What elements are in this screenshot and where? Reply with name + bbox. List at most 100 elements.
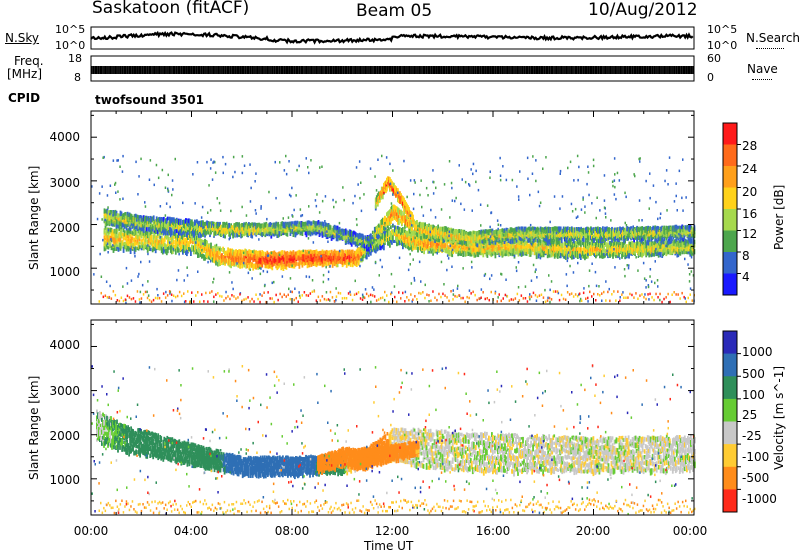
power-cell (193, 231, 195, 238)
power-cell (398, 208, 400, 216)
power-cell (252, 222, 255, 228)
power-cell (130, 245, 133, 250)
power-cell (141, 222, 144, 228)
power-cell (587, 235, 589, 243)
power-cell (168, 230, 171, 236)
power-cell (455, 240, 458, 244)
power-cell (207, 251, 209, 258)
power-cell (553, 233, 556, 238)
power-cell (534, 248, 537, 255)
power-cell (474, 233, 477, 241)
power-cell (295, 251, 298, 256)
power-cell (155, 216, 158, 222)
power-cell (280, 230, 283, 236)
power-cell (301, 261, 304, 268)
power-cell (306, 262, 309, 269)
power-cell (170, 222, 173, 227)
power-cell (117, 218, 120, 225)
power-cell (133, 217, 136, 225)
power-cell (250, 262, 253, 268)
power-cell (103, 208, 106, 214)
power-cell (146, 231, 149, 239)
power-cell (341, 249, 344, 255)
power-cell (252, 254, 255, 258)
power-cell (445, 247, 448, 254)
power-cell (539, 226, 542, 232)
power-cell (245, 229, 248, 233)
power-cell (156, 224, 159, 230)
power-cell (472, 251, 475, 257)
power-cell (117, 233, 120, 239)
power-cell (513, 228, 516, 235)
power-cell (507, 242, 510, 248)
power-cell (217, 257, 219, 262)
power-cell (137, 241, 140, 249)
power-cell (573, 241, 576, 248)
power-cell (630, 242, 632, 248)
power-cell (501, 251, 504, 258)
power-cell (159, 217, 162, 225)
power-cell (454, 237, 457, 242)
power-cell (432, 235, 434, 240)
power-cell (174, 241, 177, 248)
power-cell (226, 225, 228, 228)
power-cell (292, 261, 295, 269)
power-cell (334, 258, 337, 265)
power-cell (362, 235, 365, 243)
power-cell (184, 230, 186, 234)
power-cell (610, 251, 612, 257)
power-cell (601, 240, 603, 246)
power-cell (547, 236, 550, 240)
power-cell (476, 240, 479, 248)
power-cell (393, 204, 395, 210)
power-cell (427, 228, 429, 235)
power-cell (227, 223, 229, 229)
power-cell (574, 240, 577, 247)
power-cell (520, 228, 523, 236)
power-cell (429, 247, 431, 251)
power-cell (609, 244, 611, 248)
power-cell (328, 261, 331, 268)
power-cell (174, 237, 177, 244)
power-cell (498, 232, 501, 238)
power-cell (535, 232, 538, 237)
power-cell (451, 229, 454, 233)
power-cell (132, 217, 135, 222)
power-cell (353, 253, 356, 258)
power-cell (349, 229, 352, 237)
power-cell (538, 246, 541, 251)
power-cell (545, 235, 548, 243)
power-cell (237, 257, 239, 263)
power-cell (404, 231, 406, 237)
power-cell (530, 249, 533, 255)
power-cell (346, 234, 349, 241)
power-cell (443, 242, 446, 248)
power-cell (275, 257, 278, 263)
power-cell (315, 254, 318, 262)
power-cell (333, 233, 336, 238)
power-cell (528, 230, 531, 236)
power-cell (365, 252, 368, 260)
power-cell (416, 220, 418, 225)
power-cell (122, 246, 125, 253)
power-cell (588, 249, 590, 255)
power-cell (542, 251, 545, 258)
power-cell (251, 225, 254, 231)
power-cell (636, 240, 638, 245)
power-cell (250, 231, 253, 238)
power-cell (489, 245, 492, 252)
power-cell (162, 228, 165, 236)
power-cell (119, 229, 122, 236)
power-cell (298, 254, 301, 262)
power-cell (527, 232, 530, 238)
power-cell (144, 243, 147, 248)
power-cell (452, 236, 455, 243)
power-cell (163, 223, 166, 228)
power-cell (277, 256, 280, 263)
power-cell (448, 249, 451, 257)
power-cell (292, 224, 295, 231)
power-cell (536, 238, 539, 243)
power-cell (396, 215, 398, 220)
power-cell (561, 233, 564, 238)
power-cell (179, 237, 182, 242)
